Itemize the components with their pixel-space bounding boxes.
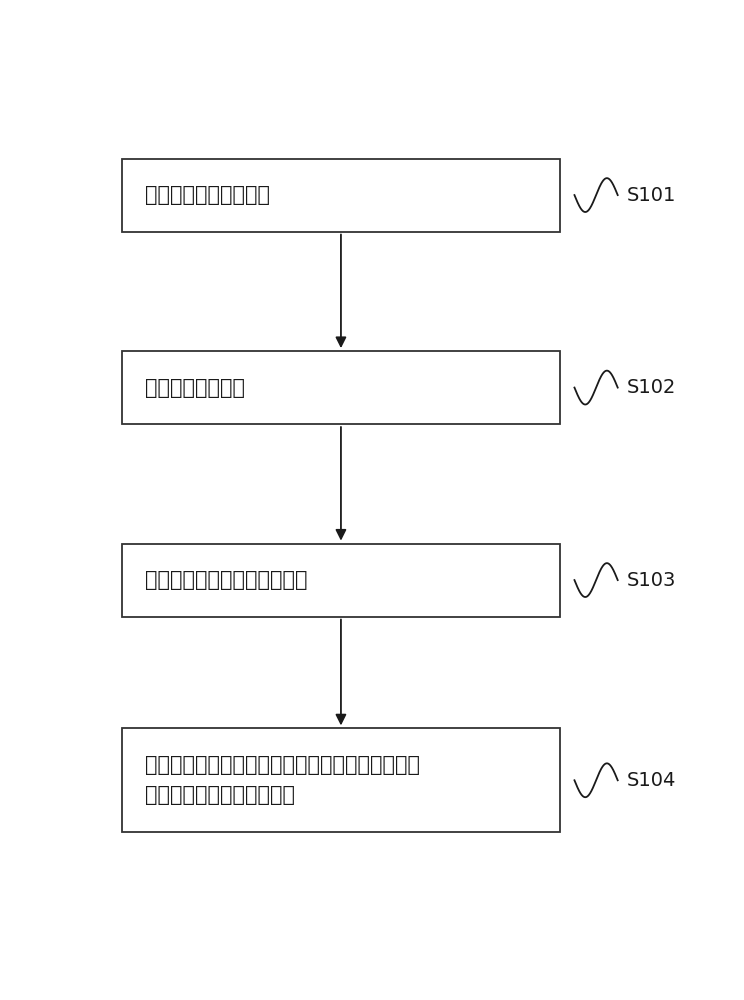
Text: S104: S104 <box>626 771 676 790</box>
Text: 获取油管柱的容积: 获取油管柱的容积 <box>145 378 245 398</box>
Text: S103: S103 <box>626 571 676 590</box>
Text: 获取气井内的储层体积: 获取气井内的储层体积 <box>145 185 270 205</box>
Text: 根据储层体积、油管柱的容积以及修正参数，确定
气井解堵过程中的酸液用量: 根据储层体积、油管柱的容积以及修正参数，确定 气井解堵过程中的酸液用量 <box>145 755 420 805</box>
Text: 获取油管柱的容积的修正参数: 获取油管柱的容积的修正参数 <box>145 570 307 590</box>
Bar <box>122 158 560 232</box>
Bar <box>122 351 560 424</box>
Text: S101: S101 <box>626 186 676 205</box>
Bar <box>122 544 560 617</box>
Text: S102: S102 <box>626 378 676 397</box>
Bar <box>122 728 560 832</box>
